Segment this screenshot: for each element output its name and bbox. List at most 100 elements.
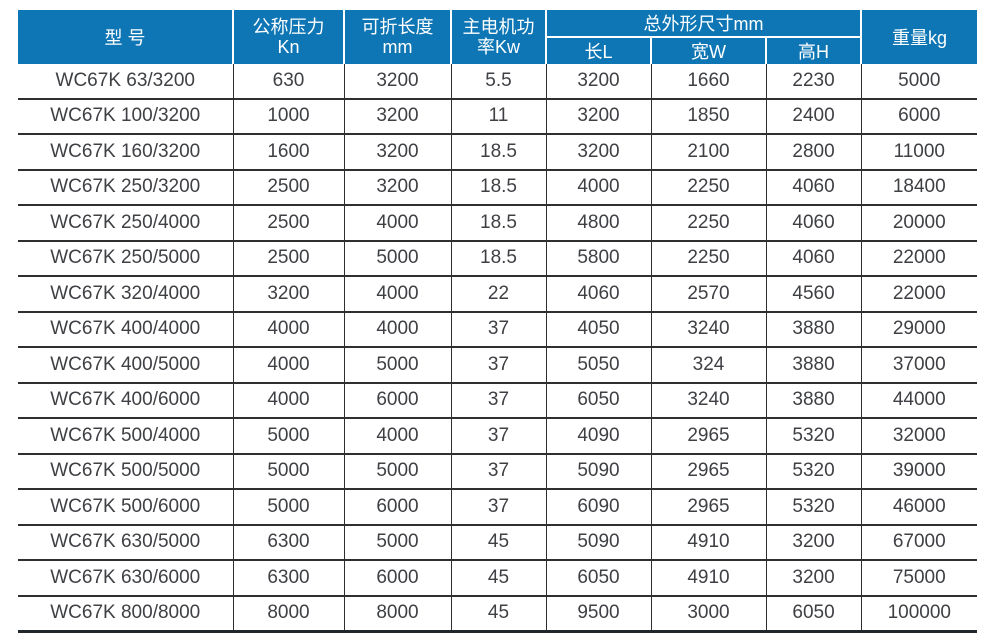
cell-dim-width: 2965 bbox=[650, 489, 766, 526]
cell-weight: 67000 bbox=[860, 524, 978, 561]
cell-motor-power: 45 bbox=[450, 595, 546, 633]
cell-dim-width: 2570 bbox=[650, 276, 766, 313]
cell-nominal-pressure: 3200 bbox=[232, 276, 344, 313]
press-brake-spec-table: 型 号 公称压力 Kn 可折长度 mm 主电机功 率Kw 总外形尺寸mm 重量k… bbox=[18, 10, 978, 633]
cell-dim-length: 4090 bbox=[545, 418, 651, 455]
header-nominal-pressure-line1: 公称压力 bbox=[252, 16, 325, 37]
table-row: WC67K 250/5000 2500 5000 18.5 5800 2250 4060 22… bbox=[18, 240, 978, 277]
cell-nominal-pressure: 4000 bbox=[232, 382, 344, 419]
table-row: WC67K 100/3200 1000 3200 11 3200 1850 2400 6000 bbox=[18, 98, 978, 135]
cell-motor-power: 45 bbox=[450, 560, 546, 597]
cell-model: WC67K 320/4000 bbox=[18, 276, 233, 313]
cell-motor-power: 18.5 bbox=[450, 240, 546, 277]
cell-dim-width: 3000 bbox=[650, 595, 766, 633]
cell-dim-height: 2800 bbox=[765, 134, 862, 171]
cell-dim-width: 2250 bbox=[650, 205, 766, 242]
header-nominal-pressure-line2: Kn bbox=[277, 36, 300, 57]
cell-weight: 29000 bbox=[860, 311, 978, 348]
cell-fold-length: 4000 bbox=[343, 276, 451, 313]
cell-weight: 20000 bbox=[860, 205, 978, 242]
cell-model: WC67K 250/3200 bbox=[18, 169, 233, 206]
header-overall-dimensions-group: 总外形尺寸mm bbox=[544, 10, 862, 38]
cell-fold-length: 4000 bbox=[343, 418, 451, 455]
cell-dim-width: 4910 bbox=[650, 560, 766, 597]
cell-weight: 18400 bbox=[860, 169, 978, 206]
header-dim-length: 长L bbox=[545, 37, 651, 64]
cell-dim-height: 2230 bbox=[765, 64, 862, 100]
cell-motor-power: 5.5 bbox=[450, 64, 546, 100]
table-row: WC67K 630/5000 6300 5000 45 5090 4910 3200 6700… bbox=[18, 524, 978, 561]
cell-weight: 11000 bbox=[860, 134, 978, 171]
cell-model: WC67K 250/4000 bbox=[18, 205, 233, 242]
cell-fold-length: 3200 bbox=[343, 169, 451, 206]
cell-weight: 6000 bbox=[860, 98, 978, 135]
cell-nominal-pressure: 5000 bbox=[232, 418, 344, 455]
cell-nominal-pressure: 6300 bbox=[232, 524, 344, 561]
table-row: WC67K 250/4000 2500 4000 18.5 4800 2250 4060 20… bbox=[18, 205, 978, 242]
cell-dim-length: 3200 bbox=[545, 64, 651, 100]
cell-model: WC67K 500/4000 bbox=[18, 418, 233, 455]
cell-fold-length: 6000 bbox=[343, 560, 451, 597]
cell-dim-width: 1660 bbox=[650, 64, 766, 100]
cell-fold-length: 6000 bbox=[343, 382, 451, 419]
cell-dim-length: 9500 bbox=[545, 595, 651, 633]
cell-fold-length: 3200 bbox=[343, 134, 451, 171]
cell-dim-length: 6090 bbox=[545, 489, 651, 526]
cell-weight: 5000 bbox=[860, 64, 978, 100]
cell-weight: 75000 bbox=[860, 560, 978, 597]
cell-fold-length: 6000 bbox=[343, 489, 451, 526]
header-fold-length-line1: 可折长度 bbox=[361, 16, 434, 37]
cell-nominal-pressure: 8000 bbox=[232, 595, 344, 633]
cell-dim-height: 4560 bbox=[765, 276, 862, 313]
cell-model: WC67K 630/5000 bbox=[18, 524, 233, 561]
cell-fold-length: 4000 bbox=[343, 205, 451, 242]
cell-dim-width: 4910 bbox=[650, 524, 766, 561]
cell-dim-length: 5050 bbox=[545, 347, 651, 384]
cell-dim-length: 3200 bbox=[545, 98, 651, 135]
cell-dim-height: 3200 bbox=[765, 560, 862, 597]
cell-dim-height: 3880 bbox=[765, 347, 862, 384]
cell-dim-width: 2965 bbox=[650, 453, 766, 490]
cell-fold-length: 8000 bbox=[343, 595, 451, 633]
header-nominal-pressure: 公称压力 Kn bbox=[232, 10, 344, 64]
header-model: 型 号 bbox=[18, 10, 233, 64]
cell-dim-length: 3200 bbox=[545, 134, 651, 171]
cell-nominal-pressure: 4000 bbox=[232, 347, 344, 384]
cell-fold-length: 5000 bbox=[343, 347, 451, 384]
cell-dim-length: 6050 bbox=[545, 382, 651, 419]
cell-dim-width: 3240 bbox=[650, 311, 766, 348]
cell-motor-power: 11 bbox=[450, 98, 546, 135]
cell-nominal-pressure: 2500 bbox=[232, 169, 344, 206]
cell-motor-power: 18.5 bbox=[450, 134, 546, 171]
cell-dim-height: 3880 bbox=[765, 311, 862, 348]
header-dim-height: 高H bbox=[764, 37, 862, 64]
header-fold-length: 可折长度 mm bbox=[343, 10, 451, 64]
cell-model: WC67K 400/6000 bbox=[18, 382, 233, 419]
cell-model: WC67K 400/5000 bbox=[18, 347, 233, 384]
cell-nominal-pressure: 6300 bbox=[232, 560, 344, 597]
cell-model: WC67K 500/5000 bbox=[18, 453, 233, 490]
cell-dim-width: 324 bbox=[650, 347, 766, 384]
cell-weight: 39000 bbox=[860, 453, 978, 490]
cell-motor-power: 45 bbox=[450, 524, 546, 561]
cell-fold-length: 4000 bbox=[343, 311, 451, 348]
cell-fold-length: 5000 bbox=[343, 524, 451, 561]
cell-model: WC67K 250/5000 bbox=[18, 240, 233, 277]
cell-nominal-pressure: 1000 bbox=[232, 98, 344, 135]
cell-fold-length: 3200 bbox=[343, 98, 451, 135]
cell-model: WC67K 800/8000 bbox=[18, 595, 233, 633]
cell-motor-power: 37 bbox=[450, 382, 546, 419]
header-fold-length-line2: mm bbox=[382, 36, 413, 57]
cell-fold-length: 5000 bbox=[343, 453, 451, 490]
cell-motor-power: 37 bbox=[450, 311, 546, 348]
cell-model: WC67K 630/6000 bbox=[18, 560, 233, 597]
table-row: WC67K 63/3200 630 3200 5.5 3200 1660 2230 5000 bbox=[18, 64, 978, 100]
cell-dim-width: 2965 bbox=[650, 418, 766, 455]
table-header: 型 号 公称压力 Kn 可折长度 mm 主电机功 率Kw 总外形尺寸mm 重量k… bbox=[18, 10, 978, 64]
cell-motor-power: 18.5 bbox=[450, 169, 546, 206]
cell-dim-width: 2250 bbox=[650, 169, 766, 206]
cell-nominal-pressure: 1600 bbox=[232, 134, 344, 171]
cell-model: WC67K 500/6000 bbox=[18, 489, 233, 526]
cell-motor-power: 37 bbox=[450, 489, 546, 526]
